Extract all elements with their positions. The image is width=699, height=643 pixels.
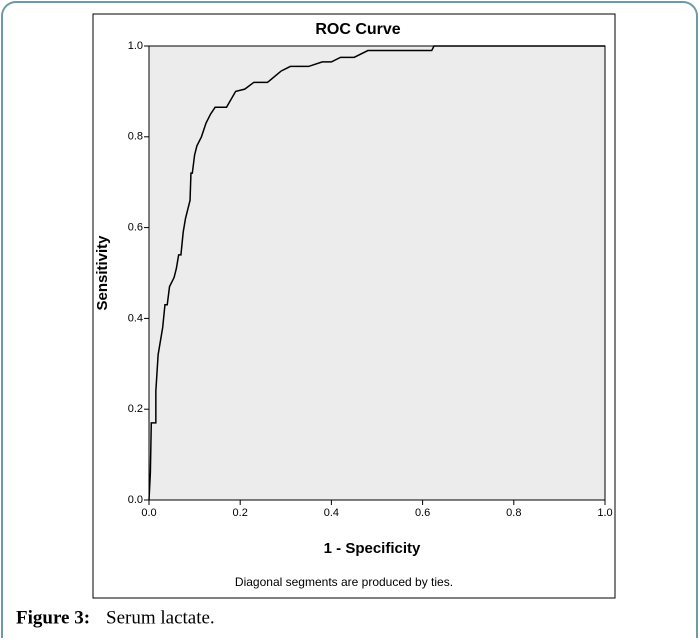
y-tick-label: 1.0 xyxy=(128,40,143,52)
x-tick-label: 0.6 xyxy=(415,507,430,519)
roc-curve xyxy=(148,45,605,501)
y-tick-label: 0.4 xyxy=(128,312,143,324)
figure-caption: Serum lactate. xyxy=(106,607,215,628)
y-tick-label: 0.8 xyxy=(128,131,143,143)
x-tick-label: 0.2 xyxy=(233,507,248,519)
y-tick-label: 0.0 xyxy=(128,494,143,506)
x-tick-label: 0.0 xyxy=(141,507,156,519)
y-tick-label: 0.6 xyxy=(128,222,143,234)
annotation: Diagonal segments are produced by ties. xyxy=(235,575,453,589)
plot-area xyxy=(148,45,606,501)
x-tick-label: 1.0 xyxy=(597,507,612,519)
x-axis-label: 1 - Specificity xyxy=(324,540,421,557)
x-tick-label: 0.8 xyxy=(506,507,521,519)
y-axis-label: Sensitivity xyxy=(94,235,111,311)
chart-title: ROC Curve xyxy=(315,21,400,38)
x-tick-label: 0.4 xyxy=(324,507,339,519)
y-tick-label: 0.2 xyxy=(128,403,143,415)
figure-label: Figure 3: xyxy=(16,607,90,628)
